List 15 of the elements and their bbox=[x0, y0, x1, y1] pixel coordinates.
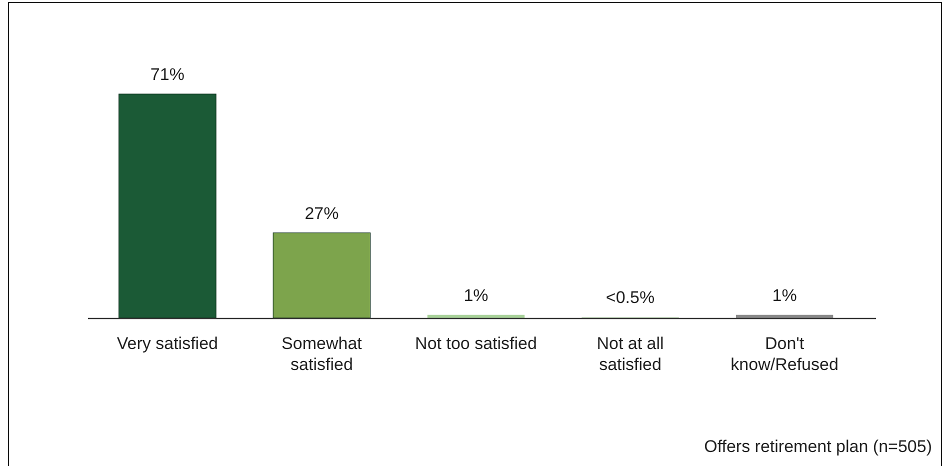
data-label: 1% bbox=[772, 286, 797, 305]
data-label: 71% bbox=[150, 65, 184, 84]
bar bbox=[118, 94, 216, 318]
data-label: <0.5% bbox=[606, 288, 655, 308]
data-label: 27% bbox=[304, 204, 339, 223]
x-tick-label: Somewhat satisfied bbox=[282, 334, 362, 374]
text: Offers retirement plan (n=505) bbox=[704, 437, 932, 456]
x-tick-label: Not too satisfied bbox=[415, 334, 537, 353]
bar bbox=[427, 314, 525, 318]
data-label: 1% bbox=[464, 286, 488, 305]
bar bbox=[272, 232, 371, 318]
x-tick-label: Not at all satisfied bbox=[596, 334, 664, 374]
x-tick-label: Don't know/Refused bbox=[730, 334, 838, 374]
bar bbox=[736, 314, 834, 318]
x-tick-label: Very satisfied bbox=[116, 334, 218, 353]
